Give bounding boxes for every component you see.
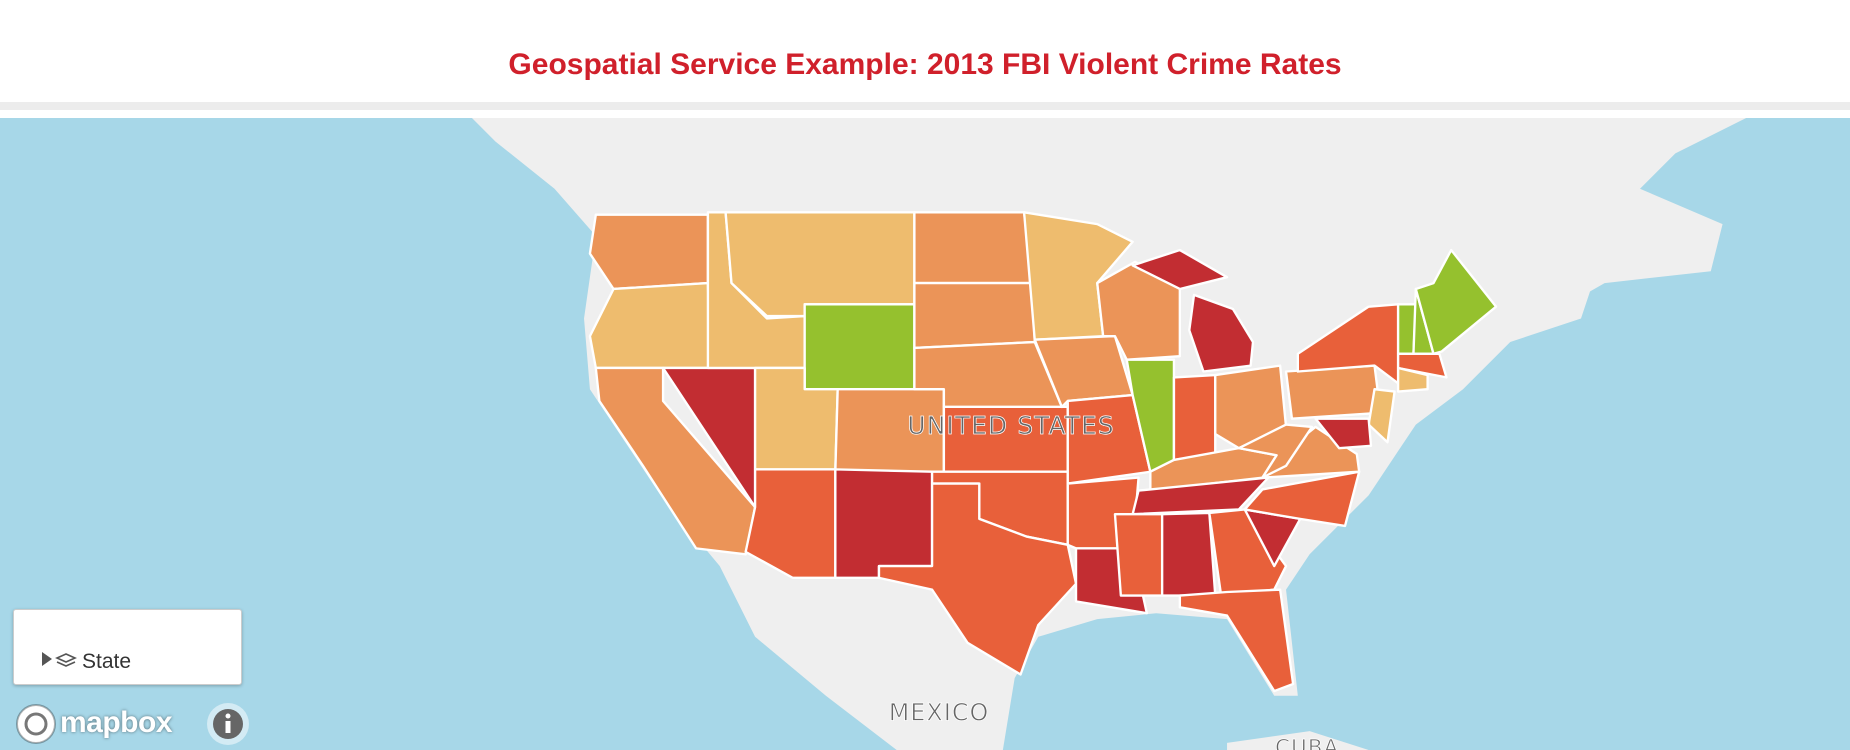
state[interactable] [1160,511,1217,597]
state[interactable] [594,366,757,556]
map-label: CUBA [1275,736,1339,750]
state[interactable] [1367,388,1396,444]
state[interactable] [1208,508,1288,597]
state[interactable] [588,213,710,291]
state[interactable] [1396,352,1448,379]
map-label: UNITED STATES [907,411,1114,440]
state[interactable] [724,211,916,318]
state[interactable] [1243,470,1361,528]
state[interactable] [1131,248,1229,291]
state[interactable] [1178,588,1295,693]
state[interactable] [1396,366,1429,393]
header: Geospatial Service Example: 2013 FBI Vio… [0,0,1850,110]
layer-control[interactable]: State [13,609,242,685]
state[interactable] [1284,364,1382,420]
map[interactable]: UNITED STATES MEXICO CUBA [0,118,1850,750]
land [1474,224,1605,343]
state[interactable] [803,303,916,391]
info-button[interactable] [204,700,252,748]
map-label: MEXICO [889,699,989,727]
state[interactable] [1414,248,1498,356]
state[interactable] [1237,423,1314,479]
state[interactable] [913,211,1034,285]
states [588,211,1498,693]
state[interactable] [1172,373,1217,462]
state[interactable] [1113,513,1164,597]
legend-icons [42,652,77,667]
state[interactable] [834,468,934,580]
state[interactable] [1314,417,1373,450]
attribution[interactable]: mapbox [60,706,173,739]
land [1227,731,1369,750]
state[interactable] [913,281,1036,350]
state[interactable] [1066,393,1152,485]
state[interactable] [1188,293,1255,373]
state[interactable] [877,482,1078,676]
layer-name: State [82,650,132,673]
page-title: Geospatial Service Example: 2013 FBI Vio… [508,48,1342,81]
mapbox-logo [16,704,56,744]
